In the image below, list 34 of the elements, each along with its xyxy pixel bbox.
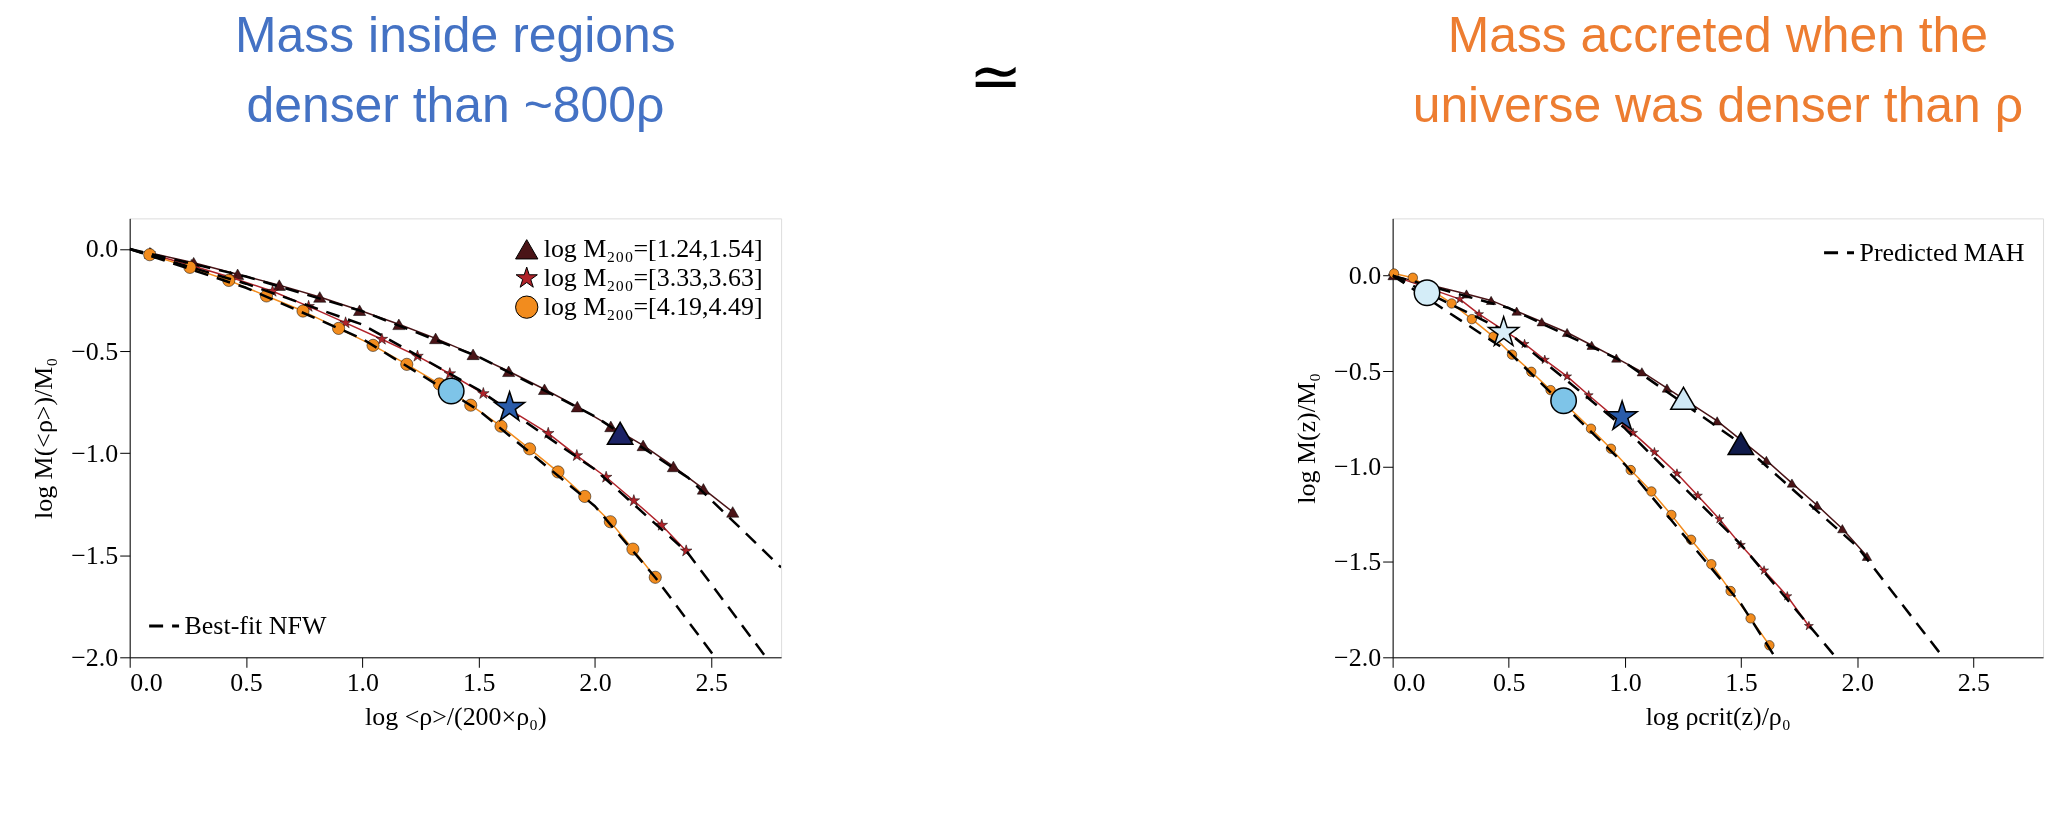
y-tick-label: −1.5 — [1334, 547, 1382, 577]
y-tick-label: −0.5 — [71, 336, 119, 366]
x-tick-label: 0.0 — [130, 667, 163, 697]
legend-label: log M₂₀₀=[3.33,3.63] — [543, 263, 763, 293]
x-tick-label: 1.5 — [462, 667, 496, 697]
legend-label: Best-fit NFW — [184, 610, 327, 640]
x-axis-title: log <ρ>/(200×ρ₀) — [365, 701, 547, 731]
y-tick-label: 0.0 — [1348, 261, 1382, 291]
text: ≃ — [968, 38, 1023, 113]
y-tick-label: −1.0 — [71, 438, 119, 468]
x-tick-label: 2.5 — [1957, 667, 1991, 697]
y-tick-label: 0.0 — [85, 234, 119, 264]
y-axis-title: log M(z)/M₀ — [1292, 372, 1322, 504]
x-tick-label: 0.0 — [1393, 667, 1426, 697]
x-axis-title: log ρcrit(z)/ρ₀ — [1645, 701, 1791, 731]
x-tick-label: 2.0 — [579, 667, 612, 697]
legend-label: log M₂₀₀=[1.24,1.54] — [543, 234, 763, 264]
x-tick-label: 1.0 — [346, 667, 380, 697]
x-tick-label: 2.5 — [695, 667, 729, 697]
x-tick-label: 1.0 — [1609, 667, 1642, 697]
x-tick-label: 0.5 — [230, 667, 263, 697]
x-tick-label: 1.5 — [1725, 667, 1758, 697]
chart-title: Mass inside regions denser than ~800ρ — [235, 6, 676, 133]
x-tick-label: 2.0 — [1841, 667, 1874, 697]
x-tick-label: 0.5 — [1493, 667, 1526, 697]
y-tick-label: −0.5 — [1334, 356, 1382, 386]
y-axis-title: log M(<ρ>)/M₀ — [29, 357, 59, 520]
y-tick-label: −1.5 — [71, 540, 119, 570]
y-tick-label: −2.0 — [71, 642, 119, 672]
y-tick-label: −2.0 — [1334, 642, 1382, 672]
y-tick-label: −1.0 — [1334, 451, 1382, 481]
chart-title: Mass accreted when the universe was denser than ρ — [1412, 6, 2024, 133]
legend-label: Predicted MAH — [1859, 237, 2025, 267]
legend-label: log M₂₀₀=[4.19,4.49] — [543, 292, 763, 322]
